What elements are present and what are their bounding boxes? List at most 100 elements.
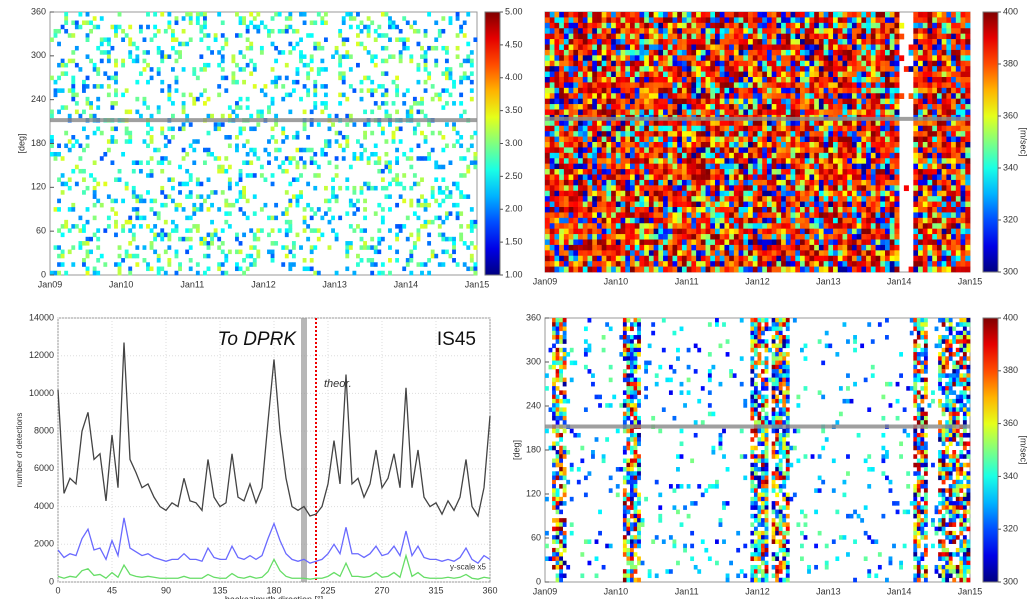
heatmap-cell <box>402 45 407 51</box>
heatmap-cell <box>663 109 669 116</box>
heatmap-cell <box>833 22 839 29</box>
heatmap-cell <box>573 104 579 110</box>
heatmap-cell <box>630 142 636 148</box>
heatmap-cell <box>338 215 343 221</box>
heatmap-cell <box>160 160 165 166</box>
heatmap-cell <box>227 143 232 149</box>
heatmap-cell <box>554 136 560 143</box>
heatmap-cell <box>377 156 382 161</box>
heatmap-cell <box>398 28 403 34</box>
heatmap-cell <box>795 22 801 29</box>
heatmap-cell <box>78 241 83 246</box>
heatmap-cell <box>170 67 175 72</box>
heatmap-cell <box>719 77 725 83</box>
heatmap-cell <box>462 156 467 161</box>
heatmap-cell <box>448 92 453 98</box>
heatmap-cell <box>412 101 417 106</box>
heatmap-cell <box>416 232 421 238</box>
heatmap-cell <box>563 223 569 229</box>
heatmap-cell <box>781 261 787 267</box>
heatmap-cell <box>800 190 806 197</box>
heatmap-cell <box>217 126 222 132</box>
heatmap-cell <box>681 169 687 175</box>
heatmap-cell <box>715 212 721 219</box>
heatmap-cell <box>615 33 621 40</box>
heatmap-cell <box>681 223 687 229</box>
heatmap-cell <box>729 266 735 273</box>
heatmap-cell <box>348 67 353 72</box>
heatmap-cell <box>710 104 716 110</box>
heatmap-cell <box>696 136 702 143</box>
heatmap-cell <box>554 131 560 137</box>
heatmap-cell <box>842 250 848 257</box>
heatmap-cell <box>790 49 796 56</box>
heatmap-cell <box>771 234 777 240</box>
heatmap-cell <box>762 12 768 18</box>
heatmap-cell <box>606 217 612 224</box>
heatmap-cell <box>653 87 659 94</box>
heatmap-cell <box>620 142 626 148</box>
heatmap-cell <box>733 179 739 186</box>
heatmap-cell <box>252 194 257 199</box>
heatmap-cell <box>847 212 853 219</box>
heatmap-cell <box>851 244 857 251</box>
heatmap-cell <box>847 244 853 251</box>
heatmap-cell <box>672 44 678 51</box>
heatmap-cell <box>856 185 862 192</box>
heatmap-cell <box>448 211 453 216</box>
heatmap-cell <box>402 16 407 21</box>
heatmap-cell <box>554 39 560 45</box>
heatmap-cell <box>320 147 325 153</box>
heatmap-cell <box>587 17 593 24</box>
heatmap-cell <box>437 28 442 34</box>
heatmap-cell <box>710 55 716 62</box>
heatmap-cell <box>667 82 673 89</box>
heatmap-cell <box>766 223 772 229</box>
heatmap-cell <box>131 160 136 166</box>
heatmap-cell <box>743 244 749 251</box>
heatmap-cell <box>724 212 730 219</box>
heatmap-cell <box>861 152 867 159</box>
heatmap-cell <box>738 244 744 251</box>
heatmap-cell <box>437 130 442 136</box>
heatmap-cell <box>573 109 579 116</box>
heatmap-cell <box>554 33 560 40</box>
heatmap-cell <box>252 16 257 21</box>
heatmap-cell <box>833 125 839 132</box>
heatmap-cell <box>828 12 834 18</box>
heatmap-cell <box>691 228 697 235</box>
heatmap-cell <box>578 49 584 56</box>
heatmap-cell <box>67 185 72 191</box>
heatmap-cell <box>785 174 791 181</box>
heatmap-cell <box>469 71 474 76</box>
heatmap-cell <box>74 92 79 98</box>
heatmap-cell <box>724 228 730 235</box>
heatmap-cell <box>748 223 754 229</box>
heatmap-cell <box>146 62 150 68</box>
heatmap-cell <box>459 211 464 216</box>
heatmap-cell <box>615 185 621 192</box>
heatmap-cell <box>828 22 834 29</box>
heatmap-cell <box>653 55 659 62</box>
heatmap-cell <box>210 232 214 238</box>
heatmap-cell <box>363 215 367 221</box>
heatmap-cell <box>696 39 702 45</box>
heatmap-cell <box>781 152 787 159</box>
heatmap-cell <box>370 185 375 191</box>
heatmap-cell <box>601 12 607 18</box>
heatmap-cell <box>620 93 626 99</box>
heatmap-cell <box>210 202 214 208</box>
heatmap-cell <box>724 201 730 208</box>
heatmap-cell <box>729 136 735 143</box>
heatmap-cell <box>615 49 621 56</box>
heatmap-cell <box>696 17 702 24</box>
heatmap-cell <box>206 147 211 153</box>
heatmap-cell <box>818 223 824 229</box>
heatmap-cell <box>323 105 328 110</box>
heatmap-cell <box>568 136 574 143</box>
heatmap-cell <box>409 156 414 161</box>
heatmap-cell <box>71 84 76 89</box>
heatmap-cell <box>851 131 857 137</box>
heatmap-cell <box>856 17 862 24</box>
heatmap-cell <box>700 71 706 78</box>
